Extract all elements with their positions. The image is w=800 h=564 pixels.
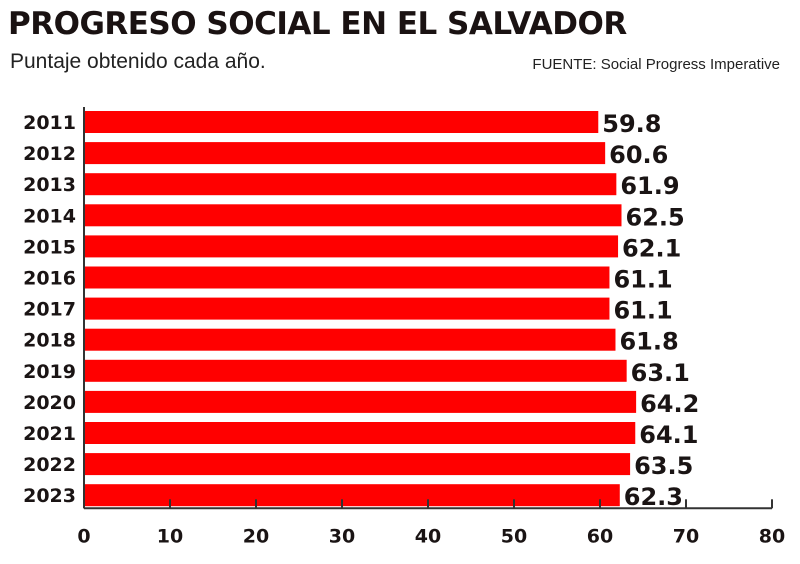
chart-title: PROGRESO SOCIAL EN EL SALVADOR <box>8 6 627 42</box>
value-label-2016: 61.1 <box>613 266 672 294</box>
x-tick-label-20: 20 <box>243 525 269 547</box>
y-tick-label-2011: 2011 <box>23 112 76 134</box>
value-label-2022: 63.5 <box>634 452 693 480</box>
y-tick-label-2015: 2015 <box>23 236 76 258</box>
value-label-2018: 61.8 <box>619 328 678 356</box>
y-tick-label-2013: 2013 <box>23 174 76 196</box>
x-tick-label-50: 50 <box>501 525 527 547</box>
y-tick-label-2023: 2023 <box>23 485 76 507</box>
bar-2015 <box>84 235 619 258</box>
x-tick-label-40: 40 <box>415 525 441 547</box>
y-tick-label-2016: 2016 <box>23 268 76 290</box>
chart-source: FUENTE: Social Progress Imperative <box>532 56 780 73</box>
bar-2013 <box>84 173 617 196</box>
bar-2020 <box>84 390 637 413</box>
bar-2014 <box>84 204 622 227</box>
bar-2018 <box>84 328 616 351</box>
value-label-2015: 62.1 <box>622 234 681 262</box>
x-tick-label-80: 80 <box>759 525 785 547</box>
value-label-2012: 60.6 <box>609 141 668 169</box>
bar-2012 <box>84 142 606 165</box>
value-label-2021: 64.1 <box>639 421 698 449</box>
bar-2022 <box>84 453 631 476</box>
value-label-2011: 59.8 <box>602 110 661 138</box>
value-label-2013: 61.9 <box>620 172 679 200</box>
y-tick-label-2012: 2012 <box>23 143 76 165</box>
value-label-2020: 64.2 <box>640 390 699 418</box>
x-tick-label-0: 0 <box>77 525 90 547</box>
y-tick-label-2019: 2019 <box>23 361 76 383</box>
bar-2021 <box>84 422 636 444</box>
x-tick-label-30: 30 <box>329 525 355 547</box>
bar-2011 <box>84 111 599 133</box>
y-tick-label-2020: 2020 <box>23 392 76 414</box>
x-tick-label-10: 10 <box>157 525 183 547</box>
y-tick-label-2018: 2018 <box>23 330 76 352</box>
bar-2019 <box>84 359 627 382</box>
y-tick-label-2022: 2022 <box>23 454 76 476</box>
value-label-2023: 62.3 <box>624 483 683 511</box>
value-label-2017: 61.1 <box>613 297 672 325</box>
x-tick-label-60: 60 <box>587 525 613 547</box>
y-tick-label-2014: 2014 <box>23 205 76 227</box>
bar-2023 <box>84 484 620 507</box>
chart-subtitle: Puntaje obtenido cada año. <box>10 50 266 73</box>
bar-2016 <box>84 266 610 289</box>
x-tick-label-70: 70 <box>673 525 699 547</box>
value-label-2014: 62.5 <box>626 203 685 231</box>
value-label-2019: 63.1 <box>631 359 690 387</box>
bar-2017 <box>84 297 610 320</box>
y-tick-label-2021: 2021 <box>23 423 76 445</box>
y-tick-label-2017: 2017 <box>23 299 76 321</box>
